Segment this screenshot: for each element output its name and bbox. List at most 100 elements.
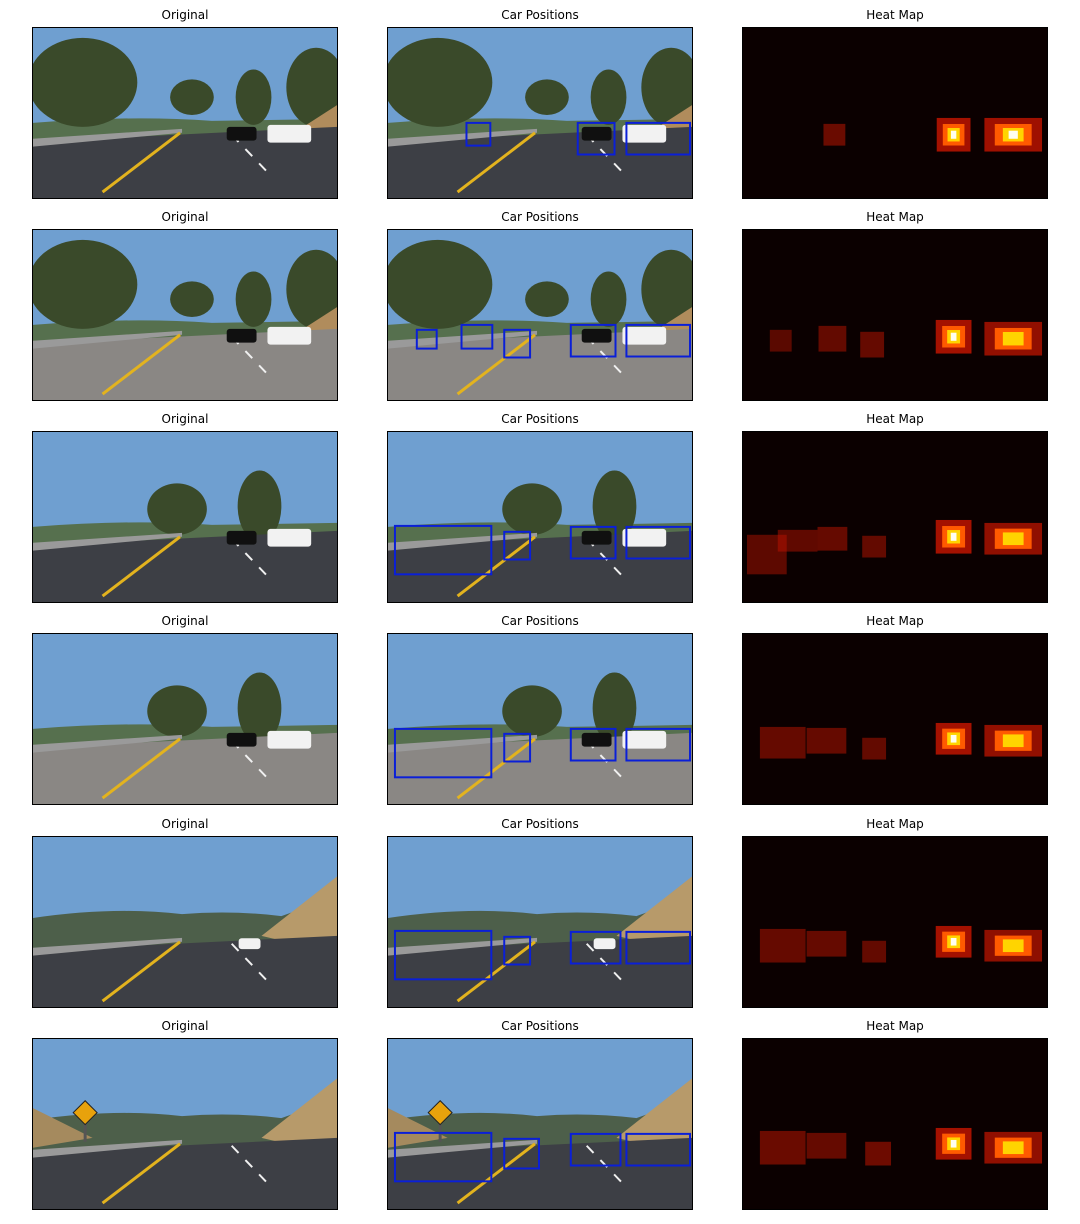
tree — [525, 79, 569, 115]
subplot-title: Original — [161, 210, 209, 224]
subplot: Heat Map — [742, 8, 1048, 199]
heat-core — [950, 130, 957, 139]
heat-outer — [862, 535, 887, 558]
yellow-lane-line — [101, 535, 181, 598]
road-image — [33, 1039, 337, 1209]
heat-blob — [759, 726, 806, 759]
subplot-title: Original — [161, 8, 209, 22]
tree — [147, 685, 207, 737]
sign-post — [438, 1118, 442, 1142]
heat-outer — [860, 331, 885, 358]
car — [622, 528, 667, 547]
yellow-lane-line — [456, 333, 536, 396]
tree — [502, 685, 562, 737]
detection-box — [415, 328, 438, 350]
subplot: Original — [32, 614, 338, 805]
detection-box — [569, 1132, 622, 1167]
car — [226, 732, 257, 747]
subplot-title: Heat Map — [866, 8, 924, 22]
detection-box — [625, 727, 692, 762]
heat-outer — [759, 928, 806, 963]
car — [622, 730, 667, 749]
car — [622, 326, 667, 345]
heat-core — [950, 937, 957, 946]
subplot-title: Heat Map — [866, 1019, 924, 1033]
heat-map-panel — [742, 1038, 1048, 1210]
barrier — [388, 128, 538, 147]
yellow-lane-line — [101, 1142, 181, 1205]
heat-outer — [862, 737, 887, 760]
heat-blob — [818, 325, 847, 352]
road-image-panel — [32, 1038, 338, 1210]
heat-outer — [817, 526, 848, 551]
yellow-lane-line — [101, 131, 181, 194]
road-image-panel — [32, 836, 338, 1008]
tree — [33, 37, 138, 127]
heat-core — [1008, 130, 1018, 139]
road-image — [388, 230, 692, 400]
heat-blob — [746, 534, 787, 575]
tree — [641, 249, 692, 329]
warning-sign — [427, 1100, 453, 1126]
subplot-title: Car Positions — [501, 8, 579, 22]
yellow-lane-line — [456, 535, 536, 598]
yellow-lane-line — [456, 131, 536, 194]
heat-blob — [984, 522, 1043, 555]
heat-blob — [984, 724, 1043, 757]
tree — [525, 281, 569, 317]
road — [33, 126, 337, 198]
heat-outer — [862, 940, 887, 963]
heat-map — [743, 634, 1047, 804]
heat-blob — [759, 1130, 806, 1165]
tree — [388, 37, 493, 127]
heat-outer — [769, 329, 792, 352]
car — [226, 126, 257, 141]
road-image — [33, 634, 337, 804]
detection-box — [569, 727, 617, 762]
yellow-lane-line — [456, 1142, 536, 1205]
subplot: Original — [32, 1019, 338, 1210]
heat-blob — [862, 737, 887, 760]
subplot-title: Heat Map — [866, 210, 924, 224]
detection-box — [503, 935, 532, 966]
car — [226, 530, 257, 545]
heat-hot — [1002, 332, 1024, 346]
tree — [388, 239, 493, 329]
dry-hillside — [616, 876, 692, 954]
road-image — [388, 1039, 692, 1209]
heat-outer — [806, 727, 847, 754]
road-image-panel — [32, 229, 338, 401]
tree — [235, 271, 272, 327]
road-image-panel — [387, 1038, 693, 1210]
road-image — [388, 28, 692, 198]
road-image — [388, 634, 692, 804]
sign-post — [83, 1118, 87, 1142]
heat-blob — [935, 925, 972, 958]
detection-box — [625, 121, 692, 156]
detection-box — [625, 930, 692, 965]
subplot-title: Original — [161, 412, 209, 426]
detection-box — [393, 1131, 493, 1183]
heat-blob — [935, 1127, 972, 1160]
tree — [641, 47, 692, 127]
heat-blob — [769, 329, 792, 352]
car — [267, 528, 312, 547]
heat-blob — [935, 722, 972, 755]
detection-box — [625, 323, 692, 358]
yellow-lane-line — [456, 940, 536, 1003]
heat-outer — [806, 930, 847, 957]
road-image-panel — [387, 27, 693, 199]
dry-hillside — [303, 307, 337, 334]
road-image — [388, 837, 692, 1007]
road-image — [388, 432, 692, 602]
heat-map-panel — [742, 229, 1048, 401]
heat-outer — [759, 1130, 806, 1165]
subplot-title: Heat Map — [866, 412, 924, 426]
car — [581, 328, 612, 343]
detection-box — [625, 525, 692, 560]
subplot: Heat Map — [742, 1019, 1048, 1210]
detection-box — [625, 1132, 692, 1167]
tree — [237, 672, 282, 744]
road — [388, 1137, 692, 1209]
